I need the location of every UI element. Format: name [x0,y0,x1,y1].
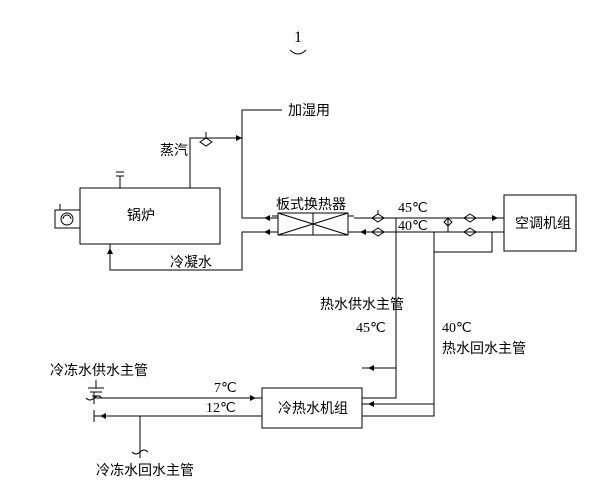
cw-supply-main-label: 冷冻水供水主管 [50,360,148,380]
t7-label: 7℃ [214,380,237,397]
steam-label: 蒸汽 [160,140,188,160]
cw-return-main-label: 冷冻水回水主管 [96,460,194,480]
t12-label: 12℃ [206,400,236,417]
hw-supply-main-label: 热水供水主管 [320,294,404,314]
t40b-label: 40℃ [442,320,472,337]
t45b-label: 45℃ [356,320,386,337]
humidify-label: 加湿用 [288,100,330,120]
condensate-label: 冷凝水 [170,252,212,272]
t45a-label: 45℃ [398,200,428,217]
hw-return-main-label: 热水回水主管 [442,338,526,358]
hx-title: 板式换热器 [276,194,346,214]
boiler-label: 锅炉 [127,205,155,225]
ahu-label: 空调机组 [515,213,571,233]
figure-number: 1 [294,29,302,46]
chiller-label: 冷热水机组 [278,398,348,418]
t40a-label: 40℃ [398,218,428,235]
